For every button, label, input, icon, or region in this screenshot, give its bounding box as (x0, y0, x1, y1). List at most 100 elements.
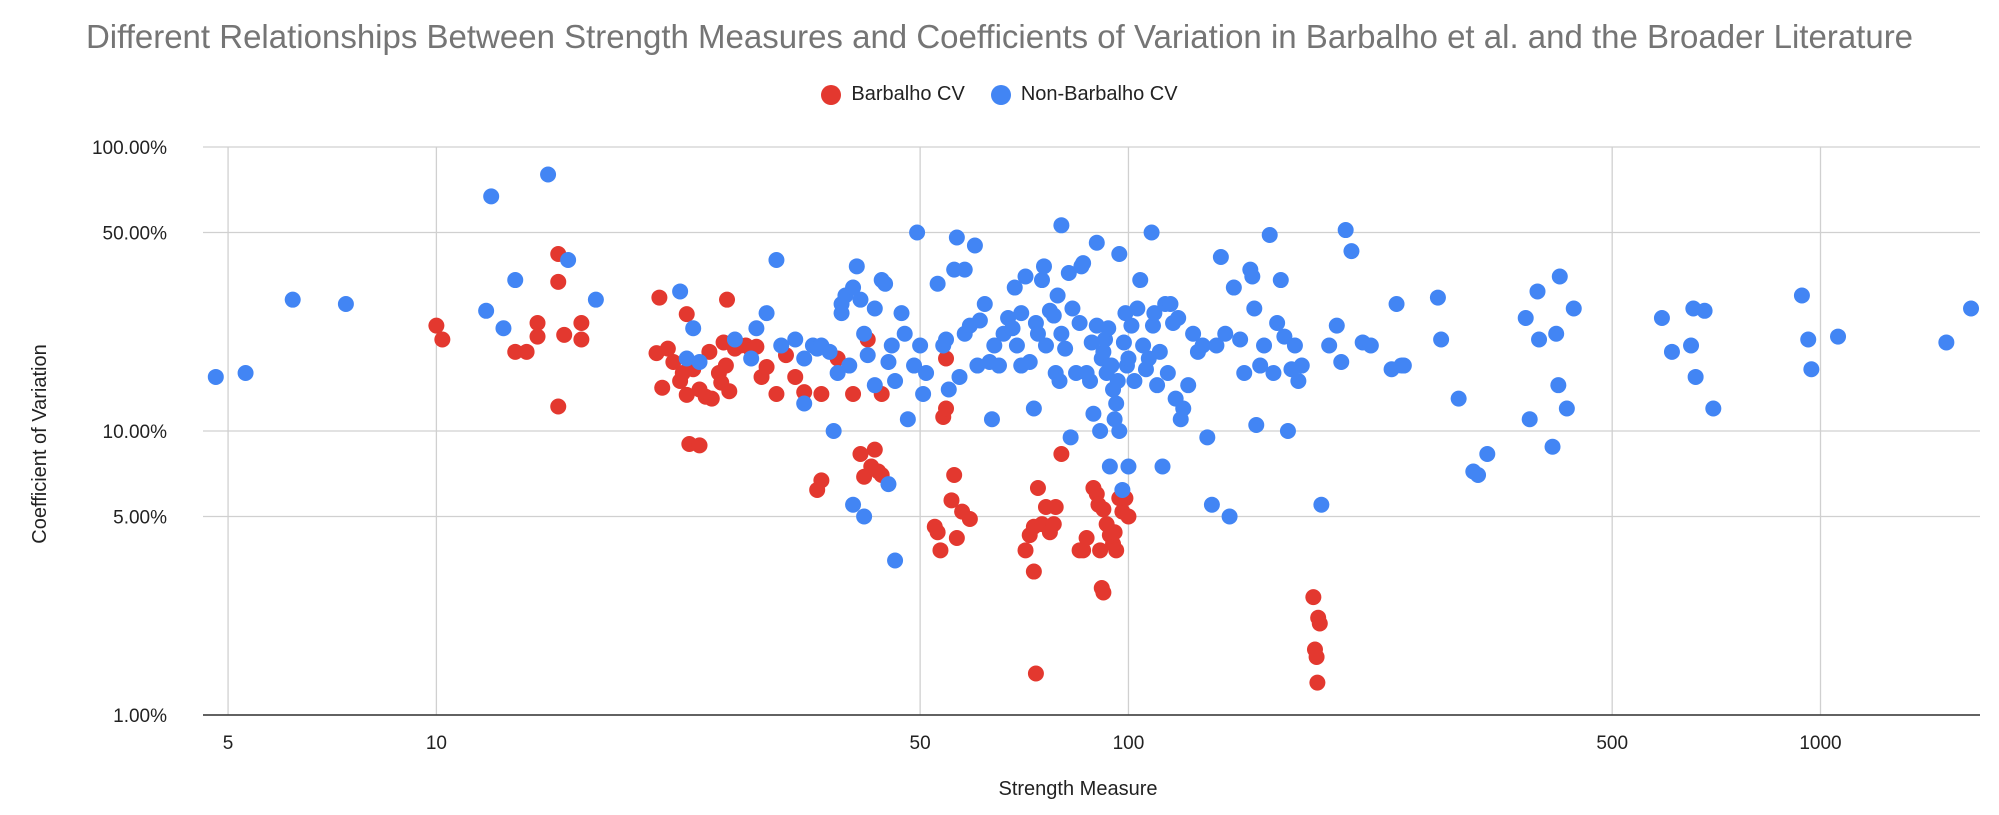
data-point-barbalho-cv[interactable] (1095, 501, 1112, 518)
data-point-non-barbalho-cv[interactable] (1328, 317, 1345, 334)
data-point-non-barbalho-cv[interactable] (1293, 357, 1310, 374)
data-point-non-barbalho-cv[interactable] (880, 476, 897, 493)
data-point-non-barbalho-cv[interactable] (1103, 357, 1120, 374)
data-point-non-barbalho-cv[interactable] (507, 272, 524, 289)
data-point-non-barbalho-cv[interactable] (1170, 309, 1187, 326)
legend-item-barbalho[interactable]: Barbalho CV (821, 83, 965, 106)
data-point-non-barbalho-cv[interactable] (540, 166, 557, 183)
data-point-non-barbalho-cv[interactable] (1083, 334, 1100, 351)
data-point-non-barbalho-cv[interactable] (587, 291, 604, 308)
data-point-non-barbalho-cv[interactable] (859, 347, 876, 364)
data-point-non-barbalho-cv[interactable] (1558, 400, 1575, 417)
data-point-barbalho-cv[interactable] (1029, 479, 1046, 496)
data-point-non-barbalho-cv[interactable] (971, 312, 988, 329)
data-point-non-barbalho-cv[interactable] (1544, 438, 1561, 455)
data-point-barbalho-cv[interactable] (665, 353, 682, 370)
data-point-non-barbalho-cv[interactable] (906, 357, 923, 374)
data-point-non-barbalho-cv[interactable] (1071, 315, 1088, 332)
data-point-non-barbalho-cv[interactable] (1037, 337, 1054, 354)
data-point-non-barbalho-cv[interactable] (1185, 325, 1202, 342)
data-point-barbalho-cv[interactable] (703, 390, 720, 407)
data-point-barbalho-cv[interactable] (961, 510, 978, 527)
data-point-non-barbalho-cv[interactable] (1217, 325, 1234, 342)
data-point-non-barbalho-cv[interactable] (1154, 458, 1171, 475)
data-point-non-barbalho-cv[interactable] (1159, 365, 1176, 382)
data-point-non-barbalho-cv[interactable] (1333, 353, 1350, 370)
data-point-non-barbalho-cv[interactable] (899, 411, 916, 428)
data-point-non-barbalho-cv[interactable] (1313, 496, 1330, 513)
data-point-non-barbalho-cv[interactable] (1803, 361, 1820, 378)
data-point-non-barbalho-cv[interactable] (1120, 458, 1137, 475)
data-point-non-barbalho-cv[interactable] (796, 395, 813, 412)
data-point-barbalho-cv[interactable] (529, 328, 546, 345)
data-point-non-barbalho-cv[interactable] (1276, 328, 1293, 345)
data-point-non-barbalho-cv[interactable] (685, 320, 702, 337)
data-point-non-barbalho-cv[interactable] (825, 423, 842, 439)
data-point-non-barbalho-cv[interactable] (1092, 423, 1109, 439)
data-point-barbalho-cv[interactable] (691, 437, 708, 454)
data-point-non-barbalho-cv[interactable] (1653, 309, 1670, 326)
data-point-non-barbalho-cv[interactable] (1208, 337, 1225, 354)
data-point-non-barbalho-cv[interactable] (866, 377, 883, 394)
data-point-non-barbalho-cv[interactable] (1162, 296, 1179, 313)
data-point-non-barbalho-cv[interactable] (1793, 287, 1810, 304)
data-point-non-barbalho-cv[interactable] (1029, 325, 1046, 342)
data-point-non-barbalho-cv[interactable] (1687, 368, 1704, 385)
data-point-barbalho-cv[interactable] (866, 441, 883, 458)
data-point-non-barbalho-cv[interactable] (1120, 350, 1137, 367)
data-point-non-barbalho-cv[interactable] (887, 552, 904, 569)
data-point-non-barbalho-cv[interactable] (912, 337, 929, 354)
data-point-barbalho-cv[interactable] (758, 359, 775, 376)
data-point-non-barbalho-cv[interactable] (940, 381, 957, 398)
data-point-barbalho-cv[interactable] (1075, 542, 1092, 559)
data-point-non-barbalho-cv[interactable] (1388, 296, 1405, 313)
data-point-non-barbalho-cv[interactable] (841, 357, 858, 374)
data-point-barbalho-cv[interactable] (678, 306, 695, 323)
data-point-barbalho-cv[interactable] (659, 340, 676, 357)
data-point-non-barbalho-cv[interactable] (976, 296, 993, 313)
data-point-barbalho-cv[interactable] (556, 326, 573, 343)
data-point-barbalho-cv[interactable] (507, 343, 524, 360)
data-point-barbalho-cv[interactable] (573, 331, 590, 348)
data-point-non-barbalho-cv[interactable] (821, 343, 838, 360)
data-point-non-barbalho-cv[interactable] (1529, 283, 1546, 300)
data-point-barbalho-cv[interactable] (654, 379, 671, 396)
data-point-non-barbalho-cv[interactable] (1149, 377, 1166, 394)
data-point-non-barbalho-cv[interactable] (852, 291, 869, 308)
data-point-non-barbalho-cv[interactable] (1135, 337, 1152, 354)
data-point-non-barbalho-cv[interactable] (1021, 353, 1038, 370)
data-point-barbalho-cv[interactable] (813, 472, 830, 489)
data-point-non-barbalho-cv[interactable] (883, 337, 900, 354)
data-point-non-barbalho-cv[interactable] (1123, 317, 1140, 334)
data-point-non-barbalho-cv[interactable] (284, 291, 301, 308)
data-point-barbalho-cv[interactable] (721, 383, 738, 400)
data-point-non-barbalho-cv[interactable] (1062, 429, 1079, 446)
data-point-barbalho-cv[interactable] (1092, 542, 1109, 559)
data-point-non-barbalho-cv[interactable] (1109, 372, 1126, 389)
data-point-non-barbalho-cv[interactable] (1286, 337, 1303, 354)
data-point-non-barbalho-cv[interactable] (1531, 331, 1548, 348)
data-point-barbalho-cv[interactable] (948, 529, 965, 546)
data-point-non-barbalho-cv[interactable] (1433, 331, 1450, 348)
data-point-non-barbalho-cv[interactable] (1035, 258, 1052, 275)
data-point-non-barbalho-cv[interactable] (1232, 331, 1249, 348)
data-point-non-barbalho-cv[interactable] (1256, 337, 1273, 354)
data-point-non-barbalho-cv[interactable] (1272, 272, 1289, 289)
data-point-non-barbalho-cv[interactable] (1261, 226, 1278, 243)
data-point-non-barbalho-cv[interactable] (1132, 272, 1149, 289)
data-point-non-barbalho-cv[interactable] (1017, 268, 1034, 285)
data-point-non-barbalho-cv[interactable] (1212, 248, 1229, 265)
data-point-non-barbalho-cv[interactable] (1551, 268, 1568, 285)
data-point-barbalho-cv[interactable] (1025, 563, 1042, 580)
data-point-non-barbalho-cv[interactable] (207, 368, 224, 385)
data-point-non-barbalho-cv[interactable] (909, 224, 926, 241)
data-point-non-barbalho-cv[interactable] (748, 320, 765, 337)
data-point-non-barbalho-cv[interactable] (1663, 343, 1680, 360)
data-point-non-barbalho-cv[interactable] (1049, 287, 1066, 304)
data-point-non-barbalho-cv[interactable] (1279, 423, 1296, 439)
data-point-non-barbalho-cv[interactable] (1470, 466, 1487, 483)
data-point-barbalho-cv[interactable] (518, 343, 535, 360)
data-point-non-barbalho-cv[interactable] (915, 385, 932, 402)
data-point-non-barbalho-cv[interactable] (1143, 224, 1160, 241)
data-point-barbalho-cv[interactable] (1305, 589, 1322, 606)
